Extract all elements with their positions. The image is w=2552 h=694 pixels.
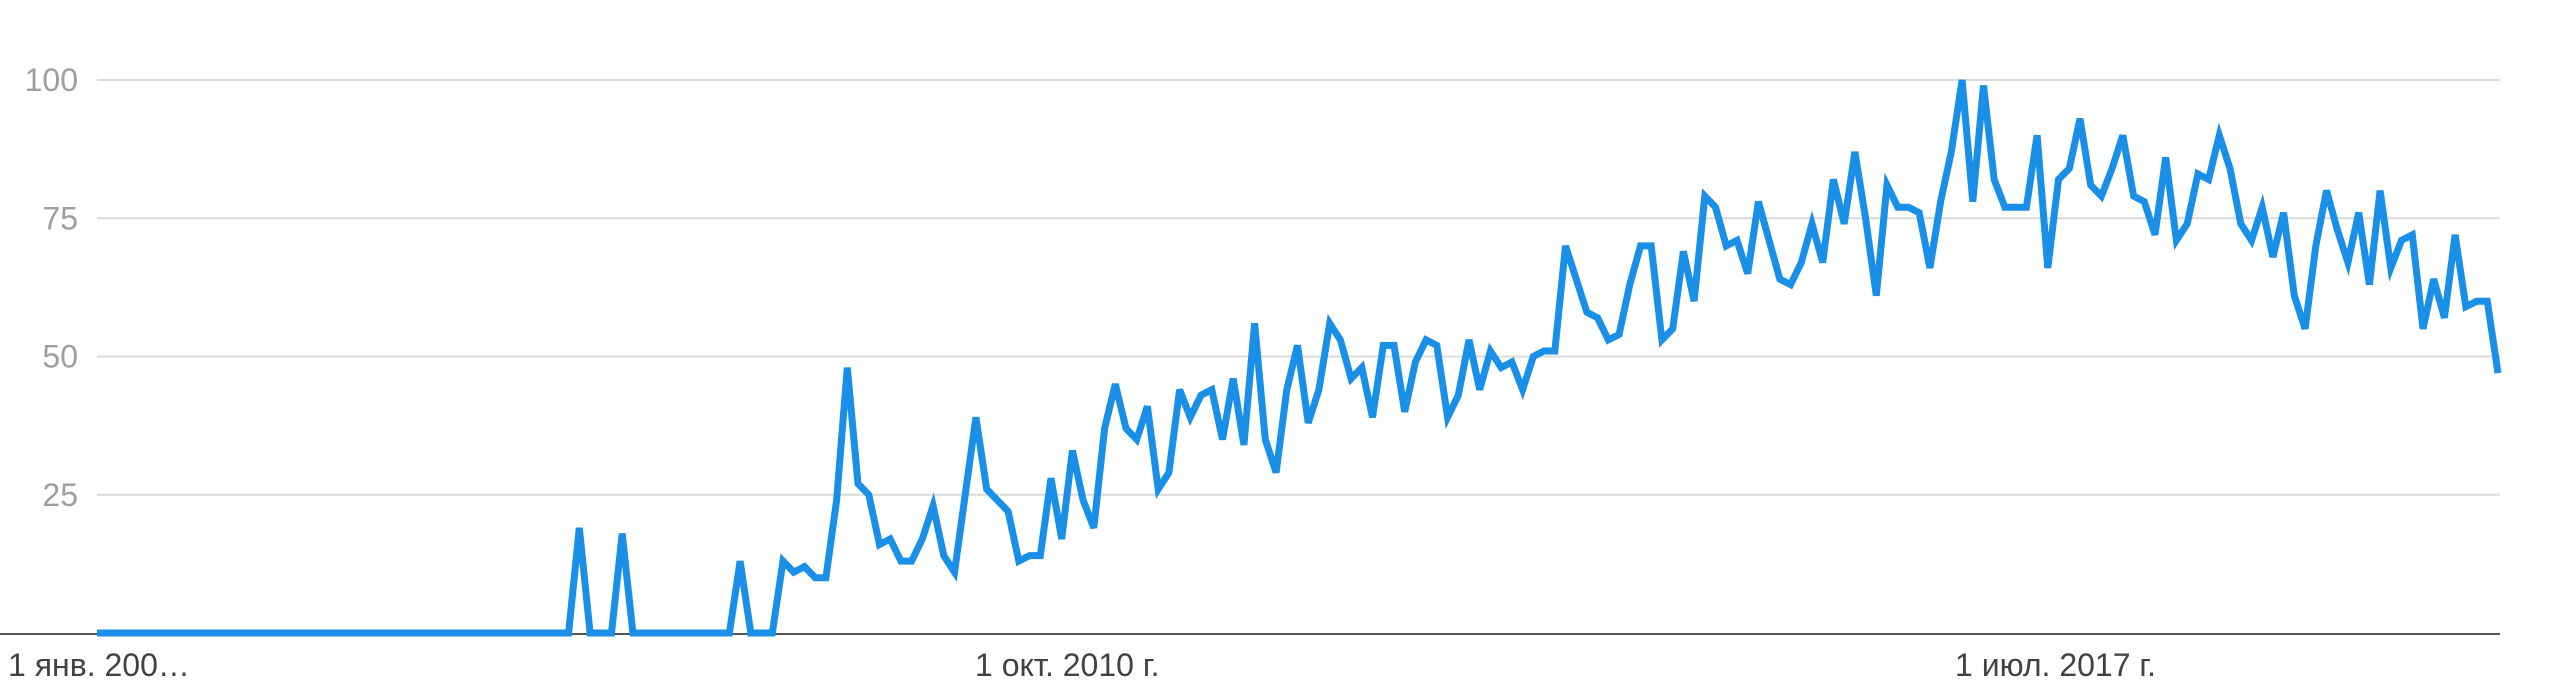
y-tick-label: 50 bbox=[42, 339, 78, 375]
x-tick-label: 1 янв. 200… bbox=[8, 647, 190, 683]
y-tick-label: 100 bbox=[25, 62, 78, 98]
y-tick-label: 25 bbox=[42, 477, 78, 513]
x-tick-label: 1 окт. 2010 г. bbox=[975, 647, 1159, 683]
y-axis-ticks: 25 50 75 100 bbox=[25, 62, 78, 513]
y-tick-label: 75 bbox=[42, 200, 78, 236]
gridlines bbox=[97, 79, 2500, 496]
series-line bbox=[97, 79, 2502, 637]
x-axis-ticks: 1 янв. 200… 1 окт. 2010 г. 1 июл. 2017 г. bbox=[8, 647, 2156, 683]
x-tick-label: 1 июл. 2017 г. bbox=[1955, 647, 2156, 683]
